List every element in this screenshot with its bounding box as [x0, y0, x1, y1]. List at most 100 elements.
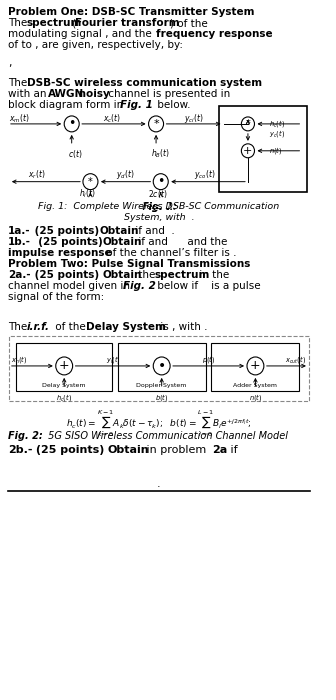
Circle shape [153, 357, 170, 375]
Text: $x_{out}(t)$: $x_{out}(t)$ [285, 354, 306, 365]
Text: *: * [153, 119, 159, 129]
Text: Delay System: Delay System [86, 322, 166, 332]
Bar [16, 343, 112, 391]
Text: 2a.-: 2a.- [8, 270, 31, 280]
Text: 2a: 2a [212, 444, 227, 454]
Text: $h_B(t)$: $h_B(t)$ [151, 148, 170, 160]
Text: in problem: in problem [143, 444, 210, 454]
Text: signal of the form:: signal of the form: [8, 292, 104, 302]
Text: $x_m(t)$: $x_m(t)$ [9, 113, 29, 125]
Text: $h_c(t)$: $h_c(t)$ [56, 392, 72, 402]
Text: channel is presented in: channel is presented in [104, 89, 230, 99]
Text: (25 points): (25 points) [31, 237, 107, 247]
Text: Fig. 1: Fig. 1 [120, 100, 153, 110]
Text: Fig. 1:  Complete Wireless DSB-SC Communication: Fig. 1: Complete Wireless DSB-SC Communi… [38, 202, 280, 211]
Text: (25 points): (25 points) [31, 270, 103, 280]
Text: $y_c(t)$: $y_c(t)$ [268, 128, 285, 139]
Text: 1a.-: 1a.- [8, 227, 31, 237]
Text: in the: in the [196, 270, 229, 280]
Text: $c(t)$: $c(t)$ [68, 148, 83, 160]
Text: $h_i(t)$: $h_i(t)$ [79, 187, 96, 199]
Text: $x_n(t)$: $x_n(t)$ [11, 354, 27, 365]
Text: Fig. 2: Fig. 2 [123, 281, 156, 291]
Text: AWGN: AWGN [48, 89, 85, 99]
Text: $y_{ci}(t)$: $y_{ci}(t)$ [184, 112, 203, 125]
Text: $n(t)$: $n(t)$ [249, 392, 262, 402]
Bar [118, 343, 206, 391]
Text: DSB-SC wireless communication system: DSB-SC wireless communication system [27, 78, 262, 88]
Text: of to , are given, respectively, by:: of to , are given, respectively, by: [8, 40, 183, 50]
Text: Fig. 1:: Fig. 1: [141, 202, 176, 211]
Text: modulating signal , and the: modulating signal , and the [8, 29, 155, 39]
Text: +: + [250, 359, 261, 372]
Text: with an: with an [8, 89, 50, 99]
Text: Obtain: Obtain [102, 237, 142, 247]
Text: The: The [8, 18, 31, 28]
Circle shape [64, 116, 79, 132]
Text: $n(t)$: $n(t)$ [268, 145, 282, 156]
Circle shape [149, 116, 164, 132]
Text: *: * [246, 119, 250, 129]
Text: *: * [88, 176, 93, 187]
Text: The: The [8, 322, 31, 332]
Text: impulse response: impulse response [8, 248, 112, 258]
Text: frequency response: frequency response [156, 29, 273, 39]
Text: the: the [134, 270, 158, 280]
Text: Doppler System: Doppler System [136, 383, 187, 388]
Circle shape [247, 357, 264, 375]
Text: $x_r(t)$: $x_r(t)$ [28, 168, 46, 181]
Text: •: • [68, 118, 75, 130]
Text: i.r.f.: i.r.f. [27, 322, 50, 332]
Text: noisy: noisy [76, 89, 110, 99]
Text: Obtain: Obtain [102, 270, 142, 280]
Circle shape [56, 357, 73, 375]
Text: Delay System: Delay System [42, 383, 86, 388]
Text: $b(t)$: $b(t)$ [155, 392, 168, 402]
Text: $2c(t)$: $2c(t)$ [148, 188, 168, 200]
Circle shape [83, 174, 98, 190]
Text: (25 points): (25 points) [31, 227, 103, 237]
Text: System, with  .: System, with . [124, 213, 194, 221]
Text: Problem One: DSB-SC Transmitter System: Problem One: DSB-SC Transmitter System [8, 8, 254, 18]
Text: +: + [243, 146, 253, 156]
Text: $y_i(t)$: $y_i(t)$ [106, 354, 120, 365]
Text: is , with .: is , with . [157, 322, 208, 332]
Text: 1b.-: 1b.- [8, 237, 31, 247]
Text: •: • [157, 175, 164, 188]
Text: 5G SISO Wireless Communication Channel Model: 5G SISO Wireless Communication Channel M… [44, 430, 288, 441]
Text: (25 points): (25 points) [32, 444, 109, 454]
Bar [211, 343, 299, 391]
Text: of the channel’s filter is .: of the channel’s filter is . [102, 248, 236, 258]
Text: .: . [157, 480, 161, 489]
Bar [9, 336, 309, 401]
Text: The: The [8, 78, 31, 88]
Text: $h_c(t)$: $h_c(t)$ [268, 118, 285, 129]
Text: ,: , [8, 58, 11, 68]
Text: spectrum: spectrum [154, 270, 210, 280]
Circle shape [153, 174, 168, 190]
Text: Obtain: Obtain [107, 444, 149, 454]
Text: Complete Wireless: Complete Wireless [110, 202, 208, 211]
Text: $x_c(t)$: $x_c(t)$ [103, 113, 121, 125]
Text: below.: below. [154, 100, 191, 110]
Text: Adder System: Adder System [234, 383, 278, 388]
Text: $y_{co}(t)$: $y_{co}(t)$ [194, 168, 215, 181]
Text: if: if [227, 444, 238, 454]
Text: $p(t)$: $p(t)$ [202, 354, 215, 365]
Text: spectrum: spectrum [27, 18, 82, 28]
Circle shape [241, 117, 254, 131]
Text: (: ( [69, 18, 76, 28]
Text: Fig. 2:: Fig. 2: [8, 430, 43, 441]
Text: if and  .: if and . [132, 227, 174, 237]
Text: if and      and the: if and and the [134, 237, 227, 247]
Text: ) of the: ) of the [170, 18, 208, 28]
Text: •: • [158, 359, 166, 373]
Text: below if    is a pulse: below if is a pulse [154, 281, 261, 291]
Circle shape [241, 144, 254, 158]
Text: $y_d(t)$: $y_d(t)$ [116, 168, 134, 181]
Text: 2b.-: 2b.- [8, 444, 33, 454]
Text: Problem Two: Pulse Signal Transmissions: Problem Two: Pulse Signal Transmissions [8, 260, 250, 270]
Text: $h_c(t) = \sum_{k=0}^{K-1} A_k\delta(t-\tau_k);\ \ b(t) = \sum_{l=0}^{L-1} B_l e: $h_c(t) = \sum_{k=0}^{K-1} A_k\delta(t-\… [66, 409, 252, 439]
Text: block diagram form in: block diagram form in [8, 100, 126, 110]
Text: of the: of the [52, 322, 89, 332]
